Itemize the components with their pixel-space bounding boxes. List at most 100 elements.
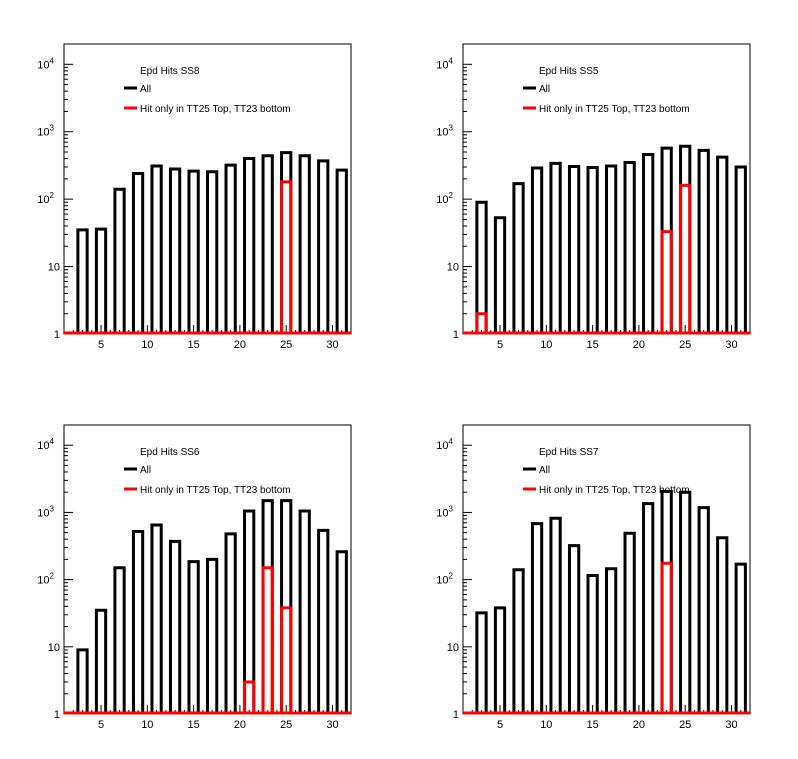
x-tick-label: 20: [633, 339, 645, 351]
x-tick-label: 15: [586, 339, 598, 351]
bar-all: [512, 568, 525, 714]
bar-all: [642, 152, 655, 334]
bar-all: [605, 567, 618, 714]
bar-hit-tt25-tt23: [660, 561, 673, 714]
x-tick-label: 30: [725, 339, 737, 351]
bar-all: [317, 159, 330, 334]
y-tick-label: 103: [37, 504, 54, 519]
bar-all: [298, 154, 311, 334]
bar-hit-tt25-tt23: [280, 180, 293, 334]
bar-hit-tt25-tt23: [280, 606, 293, 714]
bar-all: [530, 522, 544, 714]
bar-all: [475, 611, 488, 714]
bar-all: [168, 167, 182, 334]
bar-all: [530, 166, 544, 334]
bar-all: [567, 164, 581, 334]
x-tick-label: 5: [98, 339, 104, 351]
legend-title: Epd Hits SS6: [140, 447, 200, 458]
bar-all: [131, 172, 145, 334]
x-tick-label: 5: [98, 719, 104, 731]
y-tick-label: 102: [436, 191, 453, 206]
bar-hit-tt25-tt23: [475, 312, 488, 334]
legend-title: Epd Hits SS5: [539, 66, 599, 77]
y-tick-label: 10: [447, 262, 459, 274]
x-tick-label: 30: [725, 719, 737, 731]
bar-all: [168, 539, 182, 714]
bar-all: [642, 502, 655, 714]
legend-entry: Hit only in TT25 Top, TT23 bottom: [539, 485, 690, 496]
bar-all: [623, 531, 636, 714]
legend-entry: Hit only in TT25 Top, TT23 bottom: [140, 104, 291, 115]
histogram-panel: 5 10 15 20 25 30 1 10 102 103 104 Epd Hits SS6 All Hi…: [37, 424, 352, 731]
legend-entry: All: [140, 465, 151, 476]
y-tick-label: 102: [436, 572, 453, 587]
bar-all: [605, 164, 618, 334]
histogram-panel: 5 10 15 20 25 30 1 10 102 103 104 Epd Hits SS7 All Hi…: [436, 424, 751, 731]
x-tick-label: 20: [633, 719, 645, 731]
y-tick-label: 10: [447, 642, 459, 654]
bar-all: [623, 160, 636, 334]
bar-all: [224, 163, 237, 334]
x-tick-label: 10: [540, 339, 552, 351]
legend-title: Epd Hits SS7: [539, 447, 599, 458]
legend-entry: Hit only in TT25 Top, TT23 bottom: [140, 485, 291, 496]
y-tick-label: 102: [37, 191, 54, 206]
bar-all: [716, 536, 729, 714]
x-tick-label: 5: [497, 719, 503, 731]
bar-all: [549, 516, 562, 714]
bar-all: [335, 550, 348, 714]
y-tick-label: 10: [48, 642, 60, 654]
bar-all: [335, 168, 348, 334]
x-tick-label: 15: [187, 339, 199, 351]
legend-entry: Hit only in TT25 Top, TT23 bottom: [539, 104, 690, 115]
bar-all: [679, 490, 692, 714]
legend-entry: All: [539, 465, 550, 476]
bar-all: [243, 509, 256, 714]
bar-all: [697, 506, 710, 714]
bar-all: [76, 228, 89, 334]
y-tick-label: 103: [37, 124, 54, 139]
bar-all: [187, 560, 200, 714]
x-tick-label: 10: [141, 719, 153, 731]
bar-all: [716, 155, 729, 334]
bar-all: [94, 608, 108, 714]
x-tick-label: 20: [234, 339, 246, 351]
x-tick-label: 25: [280, 339, 292, 351]
bar-all: [475, 200, 488, 334]
bar-all: [567, 544, 581, 714]
bar-all: [549, 161, 562, 334]
bar-hit-tt25-tt23: [261, 566, 274, 714]
y-tick-label: 103: [436, 124, 453, 139]
x-tick-label: 30: [326, 719, 338, 731]
bar-all: [113, 187, 126, 334]
bar-all: [261, 154, 274, 334]
histogram-panel: 5 10 15 20 25 30 1 10 102 103 104 Epd Hits SS5 All Hi…: [436, 43, 751, 351]
legend-entry: All: [140, 84, 151, 95]
bar-all: [224, 532, 237, 714]
bar-all: [298, 509, 311, 714]
x-tick-label: 15: [586, 719, 598, 731]
legend-entry: All: [539, 84, 550, 95]
x-tick-label: 15: [187, 719, 199, 731]
y-tick-label: 104: [436, 437, 453, 452]
bar-all: [586, 574, 599, 714]
x-tick-label: 5: [497, 339, 503, 351]
y-tick-label: 1: [453, 329, 459, 341]
x-tick-label: 25: [280, 719, 292, 731]
bar-hit-tt25-tt23: [243, 680, 256, 714]
bar-all: [187, 169, 200, 334]
bar-all: [113, 566, 126, 714]
bar-all: [150, 164, 163, 334]
x-tick-label: 10: [540, 719, 552, 731]
legend-title: Epd Hits SS8: [140, 66, 200, 77]
bar-all: [76, 648, 89, 714]
bar-all: [493, 606, 507, 714]
y-tick-label: 1: [54, 329, 60, 341]
x-tick-label: 20: [234, 719, 246, 731]
bar-hit-tt25-tt23: [660, 230, 673, 334]
bar-all: [734, 562, 747, 714]
bar-all: [206, 557, 219, 714]
bar-all: [512, 182, 525, 334]
y-tick-label: 1: [453, 709, 459, 721]
